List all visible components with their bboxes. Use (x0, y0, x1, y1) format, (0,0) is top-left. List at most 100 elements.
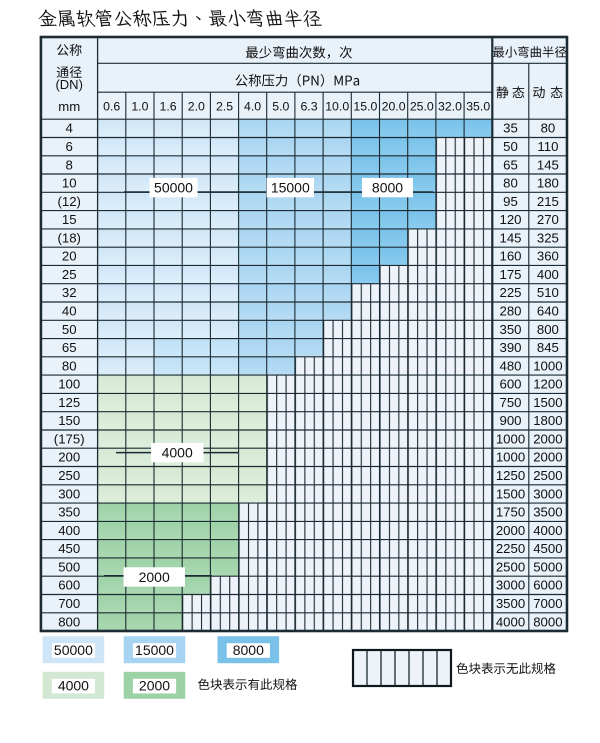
svg-text:200: 200 (58, 450, 80, 465)
svg-text:750: 750 (499, 395, 521, 410)
svg-text:2000: 2000 (139, 678, 170, 694)
svg-text:8: 8 (66, 157, 73, 172)
svg-text:6.3: 6.3 (300, 100, 317, 114)
svg-text:1200: 1200 (533, 377, 562, 392)
svg-text:8000: 8000 (233, 642, 264, 658)
svg-text:150: 150 (58, 413, 80, 428)
svg-text:400: 400 (537, 267, 559, 282)
svg-text:5.0: 5.0 (272, 100, 289, 114)
svg-text:4000: 4000 (496, 614, 525, 629)
svg-text:(18): (18) (57, 230, 80, 245)
svg-text:100: 100 (58, 377, 80, 392)
svg-text:1000: 1000 (496, 432, 525, 447)
svg-text:20.0: 20.0 (382, 100, 406, 114)
svg-text:(DN): (DN) (55, 77, 82, 92)
svg-text:8000: 8000 (533, 614, 562, 629)
svg-text:3000: 3000 (533, 486, 562, 501)
svg-text:2.0: 2.0 (188, 100, 205, 114)
svg-text:1250: 1250 (496, 468, 525, 483)
svg-text:32.0: 32.0 (438, 100, 462, 114)
svg-text:250: 250 (58, 468, 80, 483)
svg-text:80: 80 (62, 358, 77, 373)
svg-text:350: 350 (58, 505, 80, 520)
svg-text:845: 845 (537, 340, 559, 355)
svg-text:215: 215 (537, 194, 559, 209)
svg-text:300: 300 (58, 486, 80, 501)
svg-text:2500: 2500 (496, 559, 525, 574)
svg-text:2000: 2000 (533, 432, 562, 447)
svg-text:6000: 6000 (533, 578, 562, 593)
svg-text:3500: 3500 (533, 505, 562, 520)
svg-text:120: 120 (499, 212, 521, 227)
svg-text:600: 600 (499, 377, 521, 392)
svg-text:1500: 1500 (496, 486, 525, 501)
svg-text:15.0: 15.0 (353, 100, 377, 114)
svg-text:10.0: 10.0 (325, 100, 349, 114)
svg-text:325: 325 (537, 230, 559, 245)
svg-text:1500: 1500 (533, 395, 562, 410)
svg-text:700: 700 (58, 596, 80, 611)
svg-text:4: 4 (66, 121, 73, 136)
svg-text:3500: 3500 (496, 596, 525, 611)
svg-text:35: 35 (503, 121, 518, 136)
svg-text:4500: 4500 (533, 541, 562, 556)
svg-text:80: 80 (541, 121, 556, 136)
svg-text:2000: 2000 (533, 450, 562, 465)
svg-text:15000: 15000 (271, 179, 310, 195)
svg-text:50000: 50000 (154, 179, 193, 195)
svg-text:2250: 2250 (496, 541, 525, 556)
svg-text:10: 10 (62, 176, 77, 191)
svg-text:480: 480 (499, 358, 521, 373)
svg-text:15: 15 (62, 212, 77, 227)
svg-text:(175): (175) (54, 432, 85, 447)
svg-text:65: 65 (503, 157, 518, 172)
svg-text:40: 40 (62, 304, 77, 319)
svg-text:2000: 2000 (496, 523, 525, 538)
svg-text:6: 6 (66, 139, 73, 154)
svg-text:390: 390 (499, 340, 521, 355)
svg-text:65: 65 (62, 340, 77, 355)
svg-text:50000: 50000 (54, 642, 93, 658)
svg-text:1750: 1750 (496, 505, 525, 520)
svg-text:640: 640 (537, 304, 559, 319)
svg-text:180: 180 (537, 176, 559, 191)
svg-text:350: 350 (499, 322, 521, 337)
svg-text:2.5: 2.5 (216, 100, 233, 114)
svg-text:510: 510 (537, 285, 559, 300)
svg-text:0.6: 0.6 (103, 100, 120, 114)
svg-text:280: 280 (499, 304, 521, 319)
svg-text:25: 25 (62, 267, 77, 282)
svg-text:1.6: 1.6 (160, 100, 177, 114)
svg-text:50: 50 (62, 322, 77, 337)
svg-text:360: 360 (537, 249, 559, 264)
svg-text:800: 800 (58, 614, 80, 629)
svg-text:1000: 1000 (533, 358, 562, 373)
svg-text:4000: 4000 (533, 523, 562, 538)
svg-text:32: 32 (62, 285, 77, 300)
svg-text:800: 800 (537, 322, 559, 337)
svg-text:8000: 8000 (372, 179, 403, 195)
svg-text:3000: 3000 (496, 578, 525, 593)
svg-text:7000: 7000 (533, 596, 562, 611)
svg-text:500: 500 (58, 559, 80, 574)
svg-text:145: 145 (499, 230, 521, 245)
svg-text:175: 175 (499, 267, 521, 282)
svg-text:270: 270 (537, 212, 559, 227)
svg-text:4000: 4000 (58, 678, 89, 694)
svg-text:225: 225 (499, 285, 521, 300)
svg-text:50: 50 (503, 139, 518, 154)
svg-text:5000: 5000 (533, 559, 562, 574)
svg-text:160: 160 (499, 249, 521, 264)
svg-text:600: 600 (58, 578, 80, 593)
svg-text:(12): (12) (57, 194, 80, 209)
svg-text:900: 900 (499, 413, 521, 428)
svg-text:110: 110 (537, 139, 558, 154)
svg-text:400: 400 (58, 523, 80, 538)
svg-text:1.0: 1.0 (131, 100, 148, 114)
svg-text:4000: 4000 (162, 444, 193, 460)
svg-text:1000: 1000 (496, 450, 525, 465)
svg-text:25.0: 25.0 (410, 100, 434, 114)
svg-text:80: 80 (503, 176, 518, 191)
svg-text:2000: 2000 (139, 569, 170, 585)
svg-text:450: 450 (58, 541, 80, 556)
